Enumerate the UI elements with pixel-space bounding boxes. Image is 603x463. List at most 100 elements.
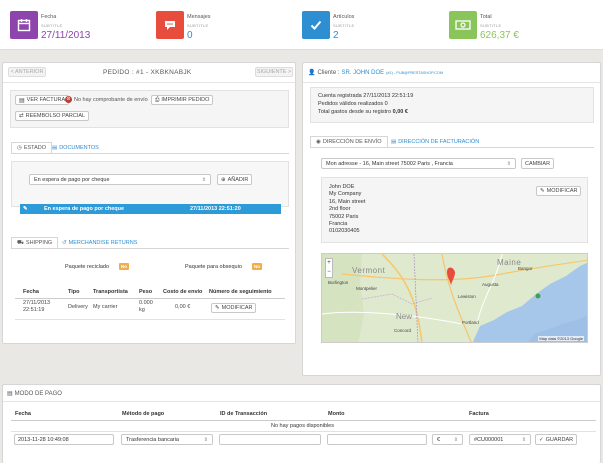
customer-header: 👤 Cliente : SR. JOHN DOE (#1) - PUB@PRES… bbox=[308, 69, 444, 77]
table-bottom bbox=[15, 319, 285, 320]
file-icon: ▤ bbox=[19, 97, 25, 104]
ship-date: 27/11/2013 bbox=[23, 300, 51, 306]
tab-billing-address[interactable]: ▤ DIRECCIÓN DE FACTURACIÓN bbox=[386, 136, 484, 148]
tab-billing-address-label: DIRECCIÓN DE FACTURACIÓN bbox=[398, 139, 480, 145]
chat-icon bbox=[156, 11, 184, 39]
total-spent-value: 0,00 € bbox=[392, 109, 408, 115]
view-invoice-button[interactable]: ▤ VER FACTURA bbox=[15, 95, 70, 105]
check-icon bbox=[302, 11, 330, 39]
tab-returns[interactable]: ↺ MERCHANDISE RETURNS bbox=[57, 237, 142, 249]
address-line: 0102030405 bbox=[329, 228, 360, 235]
payment-method-select[interactable]: Trasferencia bancaria ⇳ bbox=[121, 434, 213, 445]
payment-date-input[interactable]: 2013-11-28 10:49:08 bbox=[14, 434, 114, 445]
tab-documents[interactable]: ▤ DOCUMENTOS bbox=[47, 142, 104, 154]
tab-shipping-address-label: DIRECCIÓN DE ENVÍO bbox=[322, 139, 382, 145]
address-line: My Company bbox=[329, 191, 362, 198]
payment-title-text: MODO DE PAGO bbox=[14, 390, 62, 397]
col-header-transaction-id: ID de Transacción bbox=[220, 411, 268, 417]
history-date: 27/11/2013 22:51:20 bbox=[190, 206, 241, 212]
ship-weight: 0.000 bbox=[139, 300, 153, 306]
payment-title: ▤ MODO DE PAGO bbox=[7, 390, 62, 398]
address-line: 2nd floor bbox=[329, 206, 351, 213]
invoice-value: #CU000001 bbox=[474, 436, 504, 443]
address-map[interactable]: Vermont Maine Lewiston Augusta Bangor Po… bbox=[321, 253, 588, 343]
kpi-articles-sublabel: SUBTITLE bbox=[333, 23, 355, 28]
col-header-date: Fecha bbox=[23, 289, 39, 295]
table-divider bbox=[11, 420, 596, 421]
currency-value: € bbox=[437, 436, 441, 443]
kpi-total-value: 626,37 € bbox=[480, 30, 519, 41]
transaction-id-input[interactable] bbox=[219, 434, 321, 445]
gift-badge: No bbox=[252, 263, 262, 270]
order-title: PEDIDO : #1 - XKBKNABJK bbox=[103, 69, 192, 76]
customer-panel: 👤 Cliente : SR. JOHN DOE (#1) - PUB@PRES… bbox=[302, 62, 601, 376]
map-label-concord: Concord bbox=[394, 328, 412, 333]
change-address-button[interactable]: CAMBIAR bbox=[521, 158, 555, 169]
map-label-portland: Portland bbox=[462, 320, 479, 325]
col-header-invoice: Factura bbox=[469, 411, 489, 417]
print-order-button[interactable]: ⎙ IMPRIMIR PEDIDO bbox=[151, 95, 214, 105]
exchange-icon: ⇄ bbox=[19, 113, 24, 119]
address-line: Francia bbox=[329, 221, 348, 228]
check-icon: ✓ bbox=[539, 436, 544, 443]
address-block: John DOE My Company 16, Main street 2nd … bbox=[329, 184, 365, 236]
select-arrows-icon: ⇳ bbox=[203, 436, 208, 443]
ship-carrier: My carrier bbox=[93, 304, 118, 310]
tab-returns-label: MERCHANDISE RETURNS bbox=[68, 240, 138, 246]
map-label-new: New bbox=[396, 312, 413, 321]
payment-panel: ▤ MODO DE PAGO Fecha Método de pago ID d… bbox=[2, 384, 601, 463]
add-status-label: AÑADIR bbox=[227, 176, 249, 183]
customer-name-link[interactable]: SR. JOHN DOE bbox=[341, 69, 385, 76]
add-status-button[interactable]: ⊕ AÑADIR bbox=[217, 174, 253, 185]
col-header-carrier: Transportista bbox=[93, 289, 128, 295]
status-select-value: En espera de pago por cheque bbox=[34, 176, 110, 183]
customer-email: (#1) - PUB@PRESTASHOP.COM bbox=[386, 70, 444, 75]
tab-documents-label: DOCUMENTOS bbox=[59, 145, 99, 151]
previous-order-button[interactable]: < ANTERIOR bbox=[8, 67, 46, 77]
recycled-label: Paquete reciclado bbox=[65, 264, 110, 270]
col-header-amount: Monto bbox=[328, 411, 345, 417]
map-label-vermont: Vermont bbox=[352, 266, 386, 275]
no-shipping-note-text: No hay comprobante de envío bbox=[74, 96, 148, 103]
modify-address-label: MODIFICAR bbox=[546, 188, 578, 194]
map-label-maine: Maine bbox=[497, 258, 522, 267]
tab-status-label: ESTADO bbox=[23, 145, 47, 151]
modify-shipping-button[interactable]: ✎ MODIFICAR bbox=[211, 303, 257, 313]
col-header-type: Tipo bbox=[68, 289, 80, 295]
col-header-cost: Costo de envío bbox=[163, 289, 203, 295]
kpi-date-sublabel: SUBTITLE bbox=[41, 23, 63, 28]
kpi-articles-label: Artículos bbox=[333, 14, 355, 20]
ship-time: 22:51:19 bbox=[23, 307, 45, 313]
save-payment-button[interactable]: ✓ GUARDAR bbox=[535, 434, 578, 445]
invoice-select[interactable]: #CU000001 ⇳ bbox=[469, 434, 531, 445]
globe-icon: ◉ bbox=[316, 139, 321, 145]
address-select[interactable]: Mon adresse - 16, Main street 75002 Pari… bbox=[321, 158, 516, 169]
kpi-total-sublabel: SUBTITLE bbox=[480, 23, 502, 28]
status-select[interactable]: En espera de pago por cheque ⇳ bbox=[29, 174, 211, 185]
currency-select[interactable]: € ⇳ bbox=[432, 434, 463, 445]
modify-address-button[interactable]: ✎ MODIFICAR bbox=[536, 186, 582, 196]
col-header-weight: Peso bbox=[139, 289, 153, 295]
map-label-bangor: Bangor bbox=[518, 266, 533, 271]
payment-method-value: Trasferencia bancaria bbox=[126, 436, 179, 443]
col-header-payment-method: Método de pago bbox=[122, 411, 165, 417]
kpi-bar: Fecha SUBTITLE 27/11/2013 Mensajes SUBTI… bbox=[0, 0, 603, 50]
select-arrows-icon: ⇳ bbox=[453, 436, 458, 443]
truck-icon: ⛟ bbox=[17, 239, 24, 246]
billing-doc-icon: ▤ bbox=[391, 139, 397, 145]
tab-shipping-label: SHIPPING bbox=[25, 240, 53, 246]
col-header-payment-date: Fecha bbox=[15, 411, 31, 417]
select-arrows-icon: ⇳ bbox=[201, 176, 206, 183]
amount-input[interactable] bbox=[327, 434, 427, 445]
select-arrows-icon: ⇳ bbox=[521, 436, 526, 443]
kpi-messages-sublabel: SUBTITLE bbox=[187, 23, 209, 28]
next-order-button[interactable]: SIGUIENTE > bbox=[255, 67, 293, 77]
ship-weight-unit: kg bbox=[139, 307, 145, 313]
map-zoom-control[interactable]: + − bbox=[325, 258, 333, 278]
calendar-icon bbox=[10, 11, 38, 39]
tab-shipping[interactable]: ⛟ SHIPPING bbox=[11, 237, 59, 249]
map-label-lewiston: Lewiston bbox=[458, 294, 476, 299]
history-status: En espera de pago por cheque bbox=[44, 206, 125, 212]
clock-icon: ◷ bbox=[17, 145, 22, 151]
partial-refund-button[interactable]: ⇄ REEMBOLSO PARCIAL bbox=[15, 111, 90, 121]
